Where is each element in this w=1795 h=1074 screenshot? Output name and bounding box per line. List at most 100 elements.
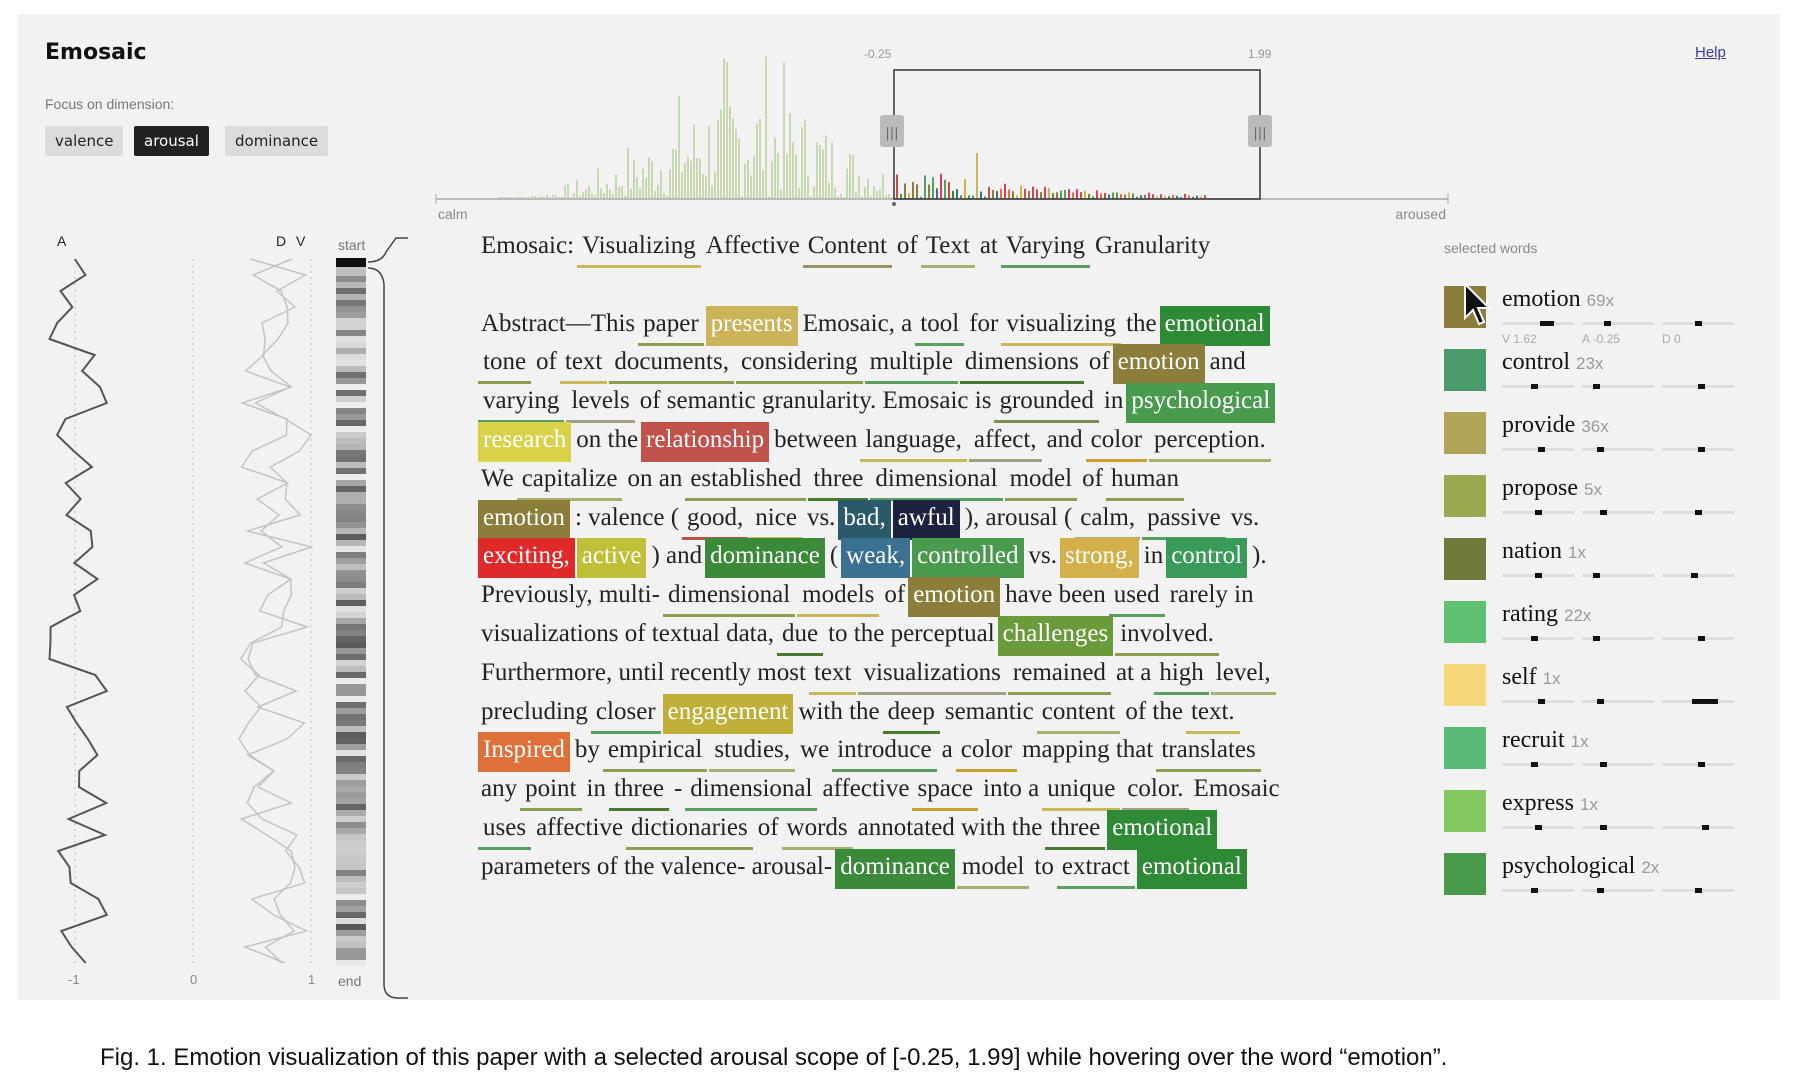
selected-word-item[interactable]: provide 36x <box>1444 412 1744 472</box>
highlighted-word[interactable]: controlled <box>912 538 1024 579</box>
emotion-word[interactable]: dimensions <box>959 344 1084 385</box>
highlighted-word[interactable]: research <box>478 422 572 462</box>
emotion-word[interactable]: passive <box>1142 500 1226 540</box>
emotion-word[interactable]: closer <box>590 694 661 734</box>
emotion-word[interactable]: visualizations <box>858 655 1006 695</box>
emotion-word[interactable]: studies, <box>709 732 796 773</box>
emotion-word[interactable]: point <box>520 771 582 812</box>
emotion-word[interactable]: translates <box>1156 732 1261 773</box>
emotion-word[interactable]: capitalize <box>516 461 623 501</box>
emotion-word[interactable]: grounded <box>994 383 1099 424</box>
emotion-word[interactable]: Content <box>802 228 892 268</box>
emotion-word[interactable]: model <box>1004 461 1078 501</box>
selected-word-item[interactable]: control 23x <box>1444 349 1744 409</box>
emotion-word[interactable]: affect, <box>968 422 1042 462</box>
emotion-word[interactable]: dimensional <box>662 577 796 618</box>
help-link[interactable]: Help <box>1695 44 1726 61</box>
selected-word-item[interactable]: rating 22x <box>1444 601 1744 661</box>
highlighted-word[interactable]: active <box>576 538 647 579</box>
emotion-word[interactable]: dictionaries <box>626 810 753 850</box>
selected-word-item[interactable]: propose 5x <box>1444 475 1744 535</box>
arousal-histogram[interactable]: -0.25 1.99 ||| ||| calm aroused <box>418 38 1458 223</box>
highlighted-word[interactable]: dominance <box>705 538 825 579</box>
emotion-word[interactable]: color <box>955 732 1018 773</box>
emotion-word[interactable]: model <box>956 849 1030 889</box>
valence-button[interactable]: valence <box>45 126 124 156</box>
document-minimap[interactable] <box>336 258 366 966</box>
emotion-word[interactable]: due <box>776 616 824 656</box>
emotion-word[interactable]: three <box>808 461 869 501</box>
selected-word-item[interactable]: self 1x <box>1444 664 1744 724</box>
emotion-word[interactable]: three <box>1045 810 1106 850</box>
emotion-word[interactable]: calm, <box>1075 500 1141 540</box>
highlighted-word[interactable]: bad, <box>838 499 891 540</box>
highlighted-word[interactable]: awful <box>892 499 960 540</box>
emotion-word[interactable]: high <box>1154 655 1209 695</box>
selected-word-item[interactable]: nation 1x <box>1444 538 1744 598</box>
highlighted-word[interactable]: emotion <box>478 499 570 540</box>
highlighted-word[interactable]: emotional <box>1107 810 1218 850</box>
emotion-word[interactable]: human <box>1105 461 1184 501</box>
selection-brush[interactable] <box>893 69 1261 200</box>
emotion-word[interactable]: varying <box>478 383 565 424</box>
emotion-word[interactable]: remained <box>1007 655 1111 695</box>
arousal-button[interactable]: arousal <box>134 126 209 156</box>
emotion-word[interactable]: text <box>559 344 608 385</box>
highlighted-word[interactable]: dominance <box>835 848 955 889</box>
highlighted-word[interactable]: emotion <box>908 577 1001 618</box>
selected-word-item[interactable]: psychological 2x <box>1444 853 1744 913</box>
emotion-word[interactable]: extract <box>1056 849 1135 889</box>
selected-word-item[interactable]: express 1x <box>1444 790 1744 850</box>
emotion-word[interactable]: Varying <box>1000 228 1091 268</box>
emotion-word[interactable]: good, <box>682 500 749 540</box>
emotion-word[interactable]: text <box>808 655 857 695</box>
emotion-word[interactable]: perception. <box>1149 422 1271 462</box>
highlighted-word[interactable]: psychological <box>1126 383 1276 424</box>
emotion-word[interactable]: empirical <box>602 732 708 773</box>
selected-word-item[interactable]: recruit 1x <box>1444 727 1744 787</box>
highlighted-word[interactable]: challenges <box>997 616 1114 656</box>
emotion-word[interactable]: multiple <box>864 344 958 385</box>
emotion-word[interactable]: space <box>912 771 978 812</box>
highlighted-word[interactable]: exciting, <box>478 538 575 579</box>
highlighted-word[interactable]: control <box>1166 538 1248 579</box>
emotion-word[interactable]: Visualizing <box>577 228 701 268</box>
highlighted-word[interactable]: weak, <box>841 538 911 579</box>
emotion-word[interactable]: text. <box>1185 694 1240 734</box>
emotion-word[interactable]: models <box>797 577 880 618</box>
emotion-word[interactable]: color <box>1085 422 1148 462</box>
emotion-word[interactable]: used <box>1108 577 1165 618</box>
dominance-button[interactable]: dominance <box>225 126 329 156</box>
emotion-word[interactable]: three <box>608 771 669 812</box>
emotion-word[interactable]: established <box>685 461 807 501</box>
emotion-word[interactable]: unique <box>1042 771 1121 812</box>
emotion-word[interactable]: levels <box>566 383 635 424</box>
right-brush-handle[interactable]: ||| <box>1248 115 1272 147</box>
emotion-word[interactable]: paper <box>638 306 704 346</box>
emotion-word[interactable]: tone <box>478 344 532 385</box>
minimap-viewport-marker[interactable] <box>336 258 366 267</box>
emotion-word[interactable]: dimensional <box>870 461 1003 501</box>
emotion-word[interactable]: nice <box>750 500 802 540</box>
highlighted-word[interactable]: emotional <box>1136 848 1247 889</box>
emotion-word[interactable]: words <box>781 810 853 850</box>
emotion-word[interactable]: uses <box>478 810 532 850</box>
highlighted-word[interactable]: Inspired <box>478 732 570 773</box>
highlighted-word[interactable]: strong, <box>1060 538 1139 579</box>
emotion-word[interactable]: involved. <box>1115 616 1219 656</box>
highlighted-word[interactable]: presents <box>705 305 798 346</box>
left-brush-handle[interactable]: ||| <box>880 115 904 147</box>
emotion-word[interactable]: level, <box>1210 655 1276 695</box>
emotion-word[interactable]: considering <box>735 344 863 385</box>
emotion-word[interactable]: visualizing <box>1001 306 1122 346</box>
emotion-word[interactable]: Text <box>920 228 975 268</box>
emotion-word[interactable]: language, <box>860 422 967 462</box>
highlighted-word[interactable]: emotional <box>1159 305 1270 346</box>
highlighted-word[interactable]: relationship <box>641 422 770 462</box>
emotion-word[interactable]: color. <box>1122 771 1189 812</box>
emotion-word[interactable]: deep <box>882 694 940 734</box>
emotion-word[interactable]: introduce <box>832 732 937 773</box>
highlighted-word[interactable]: emotion <box>1112 344 1205 385</box>
emotion-word[interactable]: dimensional <box>685 771 818 812</box>
emotion-word[interactable]: content <box>1036 694 1121 734</box>
